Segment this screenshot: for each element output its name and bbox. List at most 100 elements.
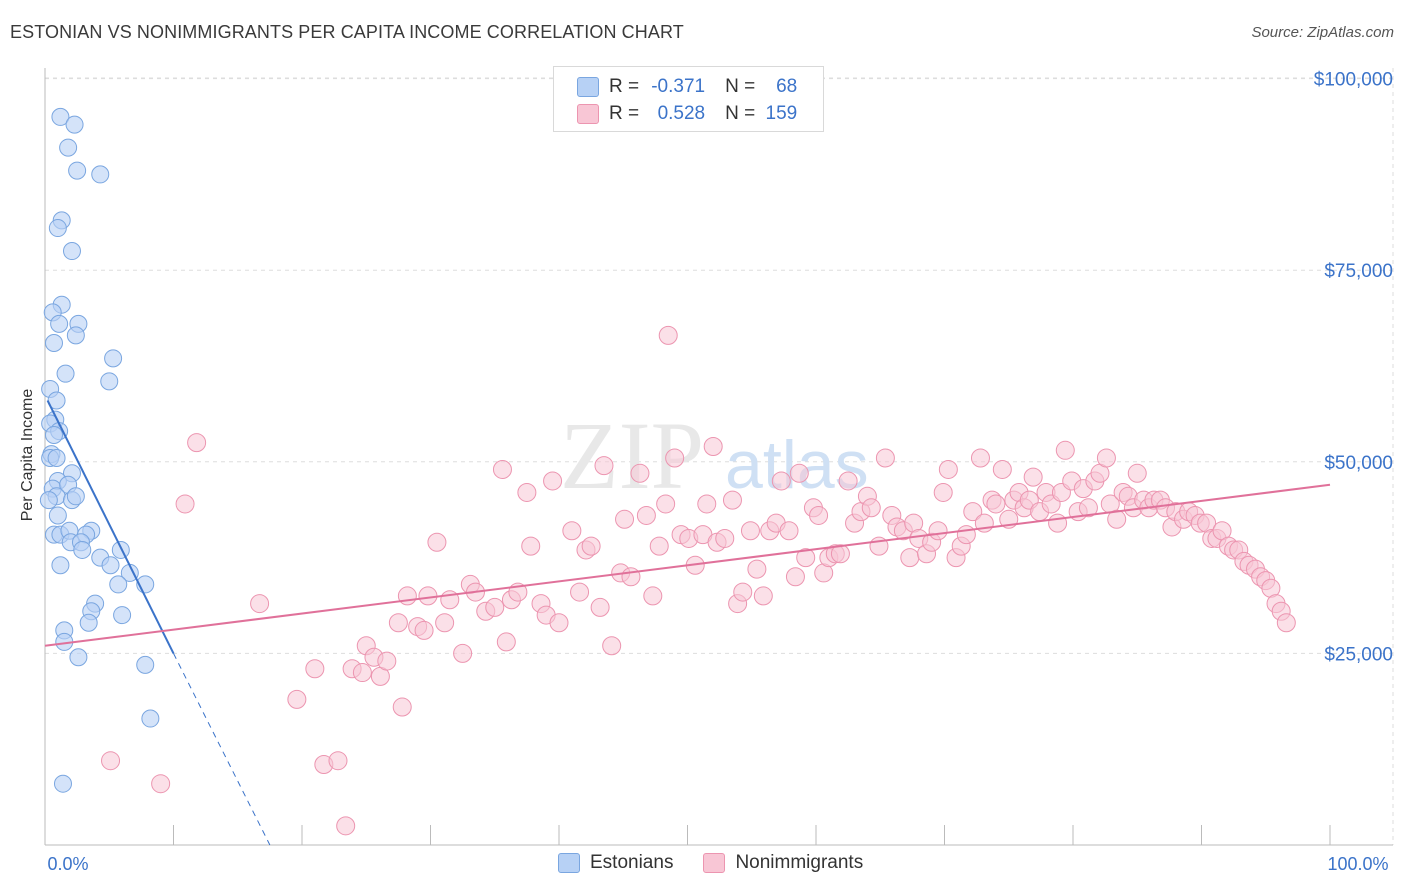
nonimmigrants-point <box>938 459 958 479</box>
estonians-point <box>62 242 81 261</box>
estonians-point <box>48 219 67 238</box>
nonimmigrants-point <box>543 471 563 491</box>
nonimmigrants-point <box>933 482 953 502</box>
r-value: 0.528 <box>657 103 706 124</box>
estonians-point <box>113 606 132 625</box>
nonimmigrants-point <box>418 586 438 606</box>
nonimmigrants-point <box>771 471 791 491</box>
nonimmigrants-point <box>861 498 881 518</box>
nonimmigrants-point <box>496 632 516 652</box>
estonians-point <box>101 556 120 575</box>
estonians-point <box>39 491 58 510</box>
nonimmigrants-point <box>521 536 541 556</box>
estonians-point <box>141 709 160 728</box>
nonimmigrants-point <box>352 663 372 683</box>
estonians-point <box>69 648 88 667</box>
nonimmigrants-point <box>336 816 356 836</box>
nonimmigrants-point <box>697 494 717 514</box>
nonimmigrants-swatch <box>703 853 726 873</box>
nonimmigrants-point <box>397 586 417 606</box>
nonimmigrants-point <box>992 459 1012 479</box>
y-tick-label: $25,000 <box>1324 644 1393 665</box>
source-credit: Source: ZipAtlas.com <box>1251 24 1394 41</box>
nonimmigrants-point <box>789 463 809 483</box>
nonimmigrants-point <box>621 567 641 587</box>
nonimmigrants-point <box>602 636 622 656</box>
nonimmigrants-point <box>753 586 773 606</box>
nonimmigrants-points <box>101 325 1296 836</box>
nonimmigrants-point <box>581 536 601 556</box>
x-tick-label: 0.0% <box>47 854 88 874</box>
n-value: 68 <box>776 76 798 97</box>
nonimmigrants-point <box>1048 513 1068 533</box>
series-legend: Estonians Nonimmigrants <box>558 852 893 874</box>
nonimmigrants-point <box>656 494 676 514</box>
nonimmigrants-point <box>636 505 656 525</box>
axes <box>44 68 1393 846</box>
nonimmigrants-point <box>1276 613 1296 633</box>
estonians-point <box>59 138 78 157</box>
nonimmigrants-point <box>785 567 805 587</box>
estonians-point <box>100 372 119 391</box>
estonians-point <box>111 540 130 559</box>
nonimmigrants-point <box>427 532 447 552</box>
estonians-point <box>136 655 155 674</box>
nonimmigrants-point <box>392 697 412 717</box>
n-label: N = <box>725 76 756 97</box>
chart-title: ESTONIAN VS NONIMMIGRANTS PER CAPITA INC… <box>10 22 684 42</box>
legend-row-nonimmigrants: R = 0.528 N = 159 <box>554 101 797 127</box>
n-value: 159 <box>765 103 798 124</box>
estonians-point <box>65 115 84 134</box>
estonians-point <box>44 425 63 444</box>
nonimmigrants-point <box>485 597 505 617</box>
estonians-point <box>79 613 98 632</box>
nonimmigrants-point <box>1096 448 1116 468</box>
nonimmigrants-point <box>250 594 270 614</box>
nonimmigrants-point <box>986 494 1006 514</box>
estonians-point <box>109 575 128 594</box>
legend-label-estonians: Estonians <box>590 852 674 873</box>
estonians-point <box>66 487 85 506</box>
legend-row-estonians: R = -0.371 N = 68 <box>554 74 797 100</box>
x-tick-label: 100.0% <box>1327 854 1388 874</box>
nonimmigrants-point <box>453 643 473 663</box>
gridlines <box>45 68 1394 845</box>
nonimmigrants-point <box>665 448 685 468</box>
nonimmigrants-point <box>377 651 397 671</box>
legend-label-nonimmigrants: Nonimmigrants <box>735 852 864 873</box>
nonimmigrants-point <box>570 582 590 602</box>
nonimmigrants-point <box>722 490 742 510</box>
nonimmigrants-point <box>492 459 512 479</box>
nonimmigrants-point <box>187 433 207 453</box>
estonians-swatch <box>558 853 580 873</box>
estonians-trend-extension <box>173 653 271 846</box>
nonimmigrants-point <box>1055 440 1075 460</box>
nonimmigrants-point <box>328 751 348 771</box>
nonimmigrants-point <box>963 502 983 522</box>
legend-item-nonimmigrants[interactable]: Nonimmigrants <box>703 852 863 874</box>
nonimmigrants-point <box>594 456 614 476</box>
nonimmigrants-point <box>517 482 537 502</box>
legend-item-estonians[interactable]: Estonians <box>558 852 673 874</box>
y-tick-label: $75,000 <box>1324 261 1393 282</box>
r-value: -0.371 <box>651 76 706 97</box>
estonians-points <box>39 107 160 793</box>
r-label: R = <box>609 103 640 124</box>
nonimmigrants-point <box>549 613 569 633</box>
estonians-point <box>91 165 110 184</box>
estonians-point <box>104 349 123 368</box>
nonimmigrants-point <box>175 494 195 514</box>
nonimmigrants-point <box>809 505 829 525</box>
nonimmigrants-point <box>830 544 850 564</box>
nonimmigrants-point <box>615 509 635 529</box>
nonimmigrants-point <box>101 751 121 771</box>
nonimmigrants-point <box>733 582 753 602</box>
y-tick-label: $50,000 <box>1324 453 1393 474</box>
nonimmigrants-point <box>562 521 582 541</box>
nonimmigrants-point <box>1127 463 1147 483</box>
nonimmigrants-point <box>1078 498 1098 518</box>
nonimmigrants-trend-line <box>44 483 1331 647</box>
estonians-point <box>48 506 67 525</box>
estonians-point <box>51 556 70 575</box>
